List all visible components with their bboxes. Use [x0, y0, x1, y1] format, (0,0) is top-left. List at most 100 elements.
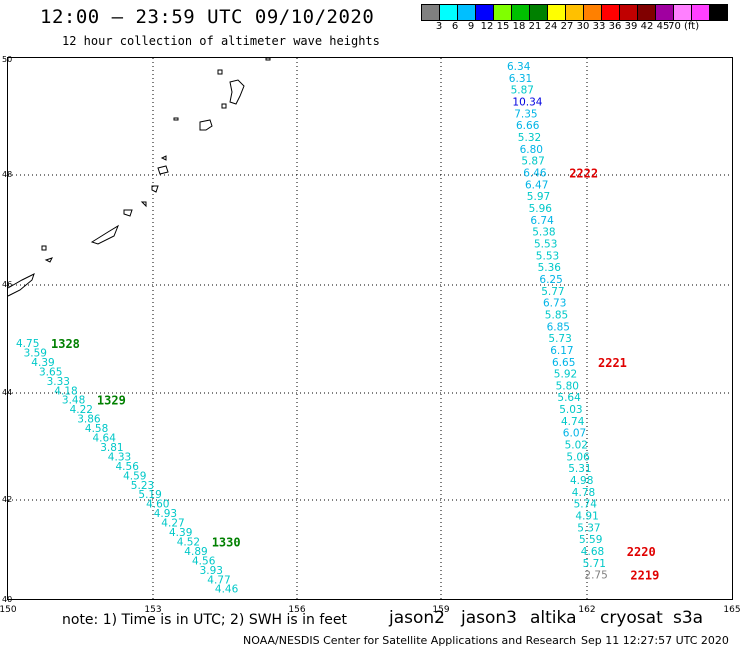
wave-height-value: 5.92 [554, 369, 577, 381]
wave-height-value: 2.75 [584, 570, 607, 582]
wave-height-value: 6.66 [516, 120, 540, 132]
wave-height-value: 6.46 [523, 168, 547, 180]
wave-height-value: 3.33 [47, 376, 70, 388]
wave-height-value: 7.35 [514, 108, 537, 120]
coastline-island [199, 119, 213, 131]
wave-height-value: 6.80 [520, 144, 543, 156]
wave-height-value: 4.58 [85, 423, 108, 435]
map-frame [7, 57, 733, 600]
coastline-island [157, 165, 169, 175]
coastline-island [173, 117, 179, 121]
wave-height-value: 4.22 [70, 404, 93, 416]
wave-height-value: 6.31 [509, 73, 532, 85]
wave-height-value: 4.91 [575, 511, 598, 523]
wave-height-value: 6.07 [563, 428, 586, 440]
coastline-island [217, 69, 223, 75]
credit-line: NOAA/NESDIS Center for Satellite Applica… [243, 634, 577, 647]
wave-height-value: 5.87 [511, 85, 534, 97]
wave-height-value: 3.48 [62, 395, 85, 407]
coastline-kamchatka [7, 273, 35, 297]
wave-height-value: 4.59 [123, 470, 146, 482]
wave-height-value: 5.87 [521, 156, 544, 168]
wave-height-value: 4.56 [192, 555, 216, 567]
wave-height-value: 3.65 [39, 366, 62, 378]
wave-height-value: 5.59 [579, 534, 602, 546]
coastline [7, 57, 271, 297]
wave-height-value: 6.17 [550, 345, 573, 357]
wave-height-value: 6.65 [552, 357, 575, 369]
wave-height-value: 4.52 [177, 537, 200, 549]
wave-height-value: 6.47 [525, 179, 548, 191]
color-scale-swatch [709, 4, 728, 21]
wave-height-value: 4.64 [93, 433, 117, 445]
wave-height-value: 5.73 [548, 333, 571, 345]
orbit-pass-label: 1330 [212, 536, 241, 550]
generated-timestamp: Sep 11 12:27:57 UTC 2020 [581, 634, 729, 647]
legend-s3a: s3a [673, 608, 704, 628]
color-scale-label: 24 [544, 21, 558, 32]
orbit-pass-label: 2222 [569, 167, 598, 181]
wave-height-value: 6.73 [543, 298, 566, 310]
coastline-island [265, 57, 271, 61]
wave-height-value: 5.74 [574, 499, 598, 511]
wave-height-value: 4.78 [572, 487, 595, 499]
wave-height-value: 4.98 [570, 475, 593, 487]
wave-height-value: 4.60 [146, 499, 169, 511]
satellite-tracks: 4.753.594.393.653.334.183.484.223.864.58… [16, 61, 659, 596]
color-scale-label: 6 [451, 21, 459, 32]
latitude-label: 48 [2, 170, 12, 179]
wave-height-value: 5.53 [536, 250, 559, 262]
wave-height-value: 5.31 [568, 463, 591, 475]
coastline-island [151, 185, 159, 193]
wave-height-value: 5.23 [131, 480, 154, 492]
longitude-label: 162 [578, 605, 595, 615]
wave-height-value: 3.86 [77, 414, 101, 426]
wave-height-value: 5.77 [541, 286, 564, 298]
footer-note: note: 1) Time is in UTC; 2) SWH is in fe… [62, 612, 348, 628]
wave-height-color-scale [421, 4, 728, 21]
coastline-island [221, 103, 227, 109]
wave-height-value: 4.33 [108, 451, 131, 463]
color-scale-label: 21 [528, 21, 542, 32]
longitude-label: 150 [0, 605, 17, 615]
coastline-island [44, 257, 53, 263]
wave-height-value: 5.80 [556, 380, 579, 392]
wave-height-value: 6.34 [507, 61, 531, 73]
wave-height-value: 6.85 [547, 321, 570, 333]
wave-height-value: 4.56 [116, 461, 140, 473]
coastline-island [41, 245, 47, 251]
page-subtitle: 12 hour collection of altimeter wave hei… [62, 34, 380, 48]
coastline-island [229, 79, 245, 105]
legend-cryosat: cryosat [600, 608, 663, 628]
coastline-island [90, 224, 120, 245]
wave-height-value: 4.18 [54, 385, 77, 397]
wave-height-value: 6.25 [539, 274, 562, 286]
wave-height-value: 4.68 [581, 546, 604, 558]
wave-height-value: 4.75 [16, 338, 39, 350]
color-scale-label: 3 [435, 21, 443, 32]
wave-height-value: 5.36 [538, 262, 562, 274]
orbit-pass-label: 2219 [630, 569, 659, 583]
satellite-track: 4.753.594.393.653.334.183.484.223.864.58… [16, 337, 241, 596]
axis-labels: 150 153 156 159 162 165 50 48 46 44 42 40 [0, 55, 740, 615]
wave-height-value: 6.74 [530, 215, 554, 227]
longitude-label: 156 [288, 605, 305, 615]
color-scale-label: 39 [624, 21, 638, 32]
legend-altika: altika [530, 608, 577, 628]
wave-height-value: 4.89 [184, 546, 207, 558]
color-scale-label: 18 [512, 21, 526, 32]
legend-jason2: jason2 [389, 608, 445, 628]
wave-height-value: 5.02 [565, 440, 588, 452]
wave-height-value: 4.74 [561, 416, 585, 428]
wave-height-value: 5.96 [529, 203, 553, 215]
color-scale-label: 12 [480, 21, 494, 32]
wave-height-value: 4.27 [161, 518, 184, 530]
coastline-island [140, 201, 147, 208]
latitude-label: 46 [2, 280, 12, 289]
wave-height-value: 5.97 [527, 191, 550, 203]
page-title: 12:00 – 23:59 UTC 09/10/2020 [40, 6, 375, 28]
wave-height-value: 4.39 [31, 357, 54, 369]
longitude-label: 165 [723, 605, 740, 615]
wave-height-value: 5.03 [559, 404, 582, 416]
wave-height-value: 4.93 [154, 508, 177, 520]
